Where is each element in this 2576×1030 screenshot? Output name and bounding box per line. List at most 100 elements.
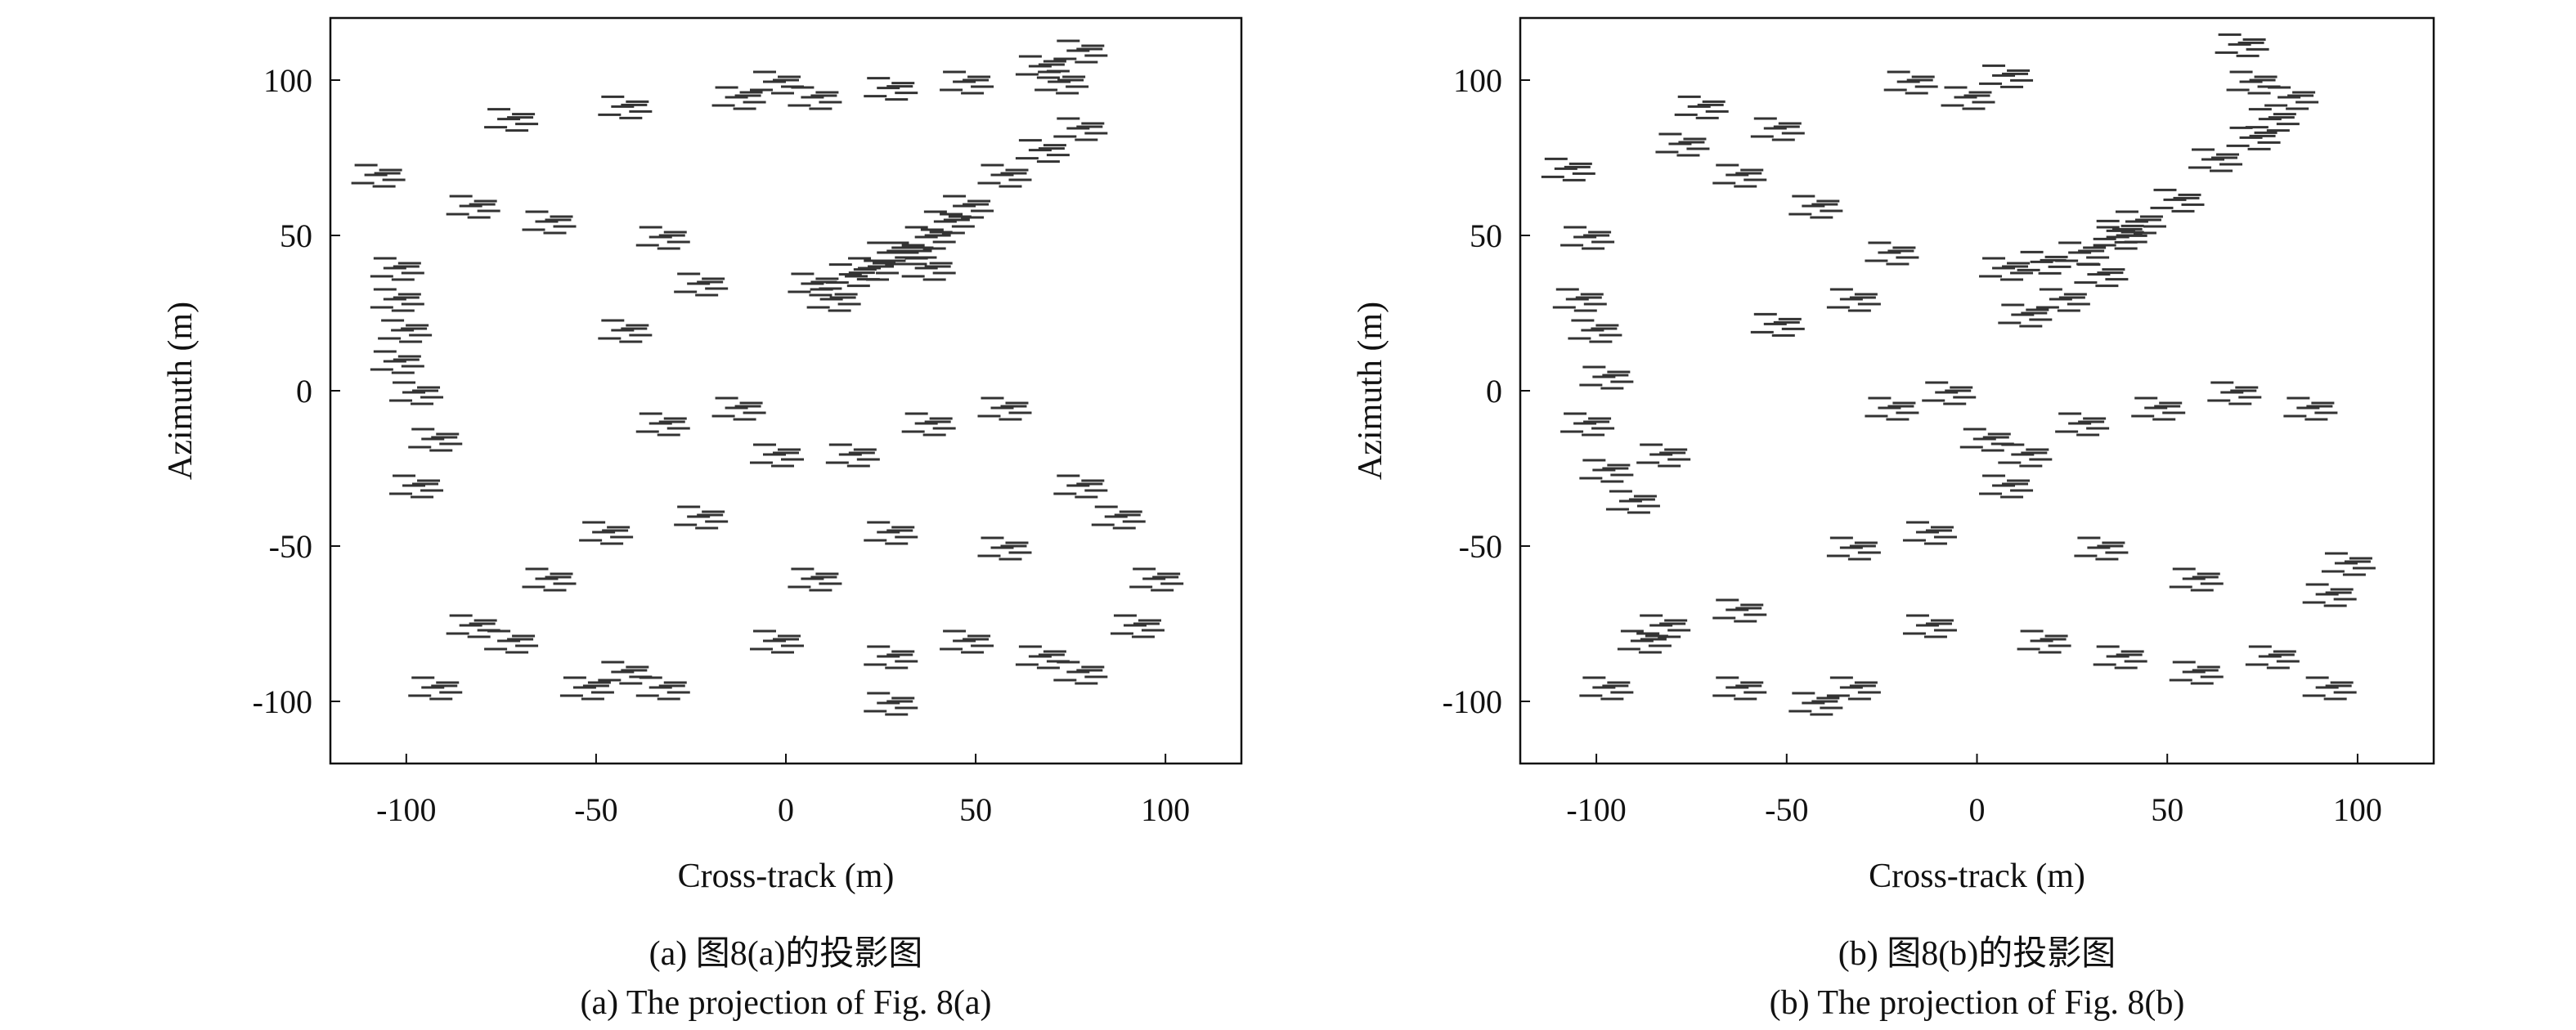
point-dash — [1979, 64, 2034, 88]
y-tick-label: -100 — [1443, 683, 1502, 720]
point-dash — [370, 288, 424, 312]
point-dash — [1674, 95, 1729, 119]
point-dash — [2264, 86, 2319, 110]
y-tick-label: -50 — [269, 528, 312, 565]
point-dash — [1826, 676, 1881, 701]
x-tick-label: 50 — [2151, 791, 2183, 828]
point-dash — [579, 521, 634, 545]
x-axis-label: Cross-track (m) — [1869, 858, 2085, 895]
x-axis-label: Cross-track (m) — [678, 858, 895, 895]
x-tick-label: 0 — [1969, 791, 1986, 828]
point-dash — [920, 210, 975, 235]
point-dash — [1712, 676, 1767, 701]
point-dash — [1129, 567, 1184, 592]
point-dash — [1579, 676, 1634, 701]
point-dash — [2055, 241, 2110, 266]
y-axis-label: Azimuth (m) — [162, 302, 200, 480]
point-dash — [635, 676, 690, 701]
point-dash — [1568, 319, 1622, 343]
point-dash — [825, 443, 880, 468]
point-dash — [1579, 365, 1634, 390]
point-dash — [1605, 490, 1660, 514]
point-dash — [750, 443, 804, 468]
point-dash — [864, 77, 918, 101]
caption: (b) 图8(b)的投影图 — [1838, 935, 2116, 973]
point-dash — [2302, 583, 2357, 607]
point-dash — [674, 505, 729, 530]
point-dash — [522, 210, 577, 235]
x-tick-label: 100 — [2333, 791, 2382, 828]
point-dash — [2226, 126, 2281, 150]
point-dash — [788, 86, 842, 110]
point-dash — [370, 257, 424, 281]
point-dash — [977, 163, 1032, 188]
point-dash — [1883, 70, 1938, 95]
point-dash — [1959, 428, 2014, 452]
x-tick-label: -50 — [574, 791, 617, 828]
y-axis-label: Azimuth (m) — [1352, 302, 1389, 480]
point-dash — [351, 163, 406, 188]
point-dash — [1617, 629, 1672, 654]
point-dash — [2169, 661, 2224, 685]
point-dash — [806, 288, 861, 312]
point-dash — [2283, 396, 2338, 421]
point-dash — [1655, 132, 1710, 157]
point-dash — [1560, 412, 1615, 437]
point-dash — [2074, 536, 2129, 561]
point-dash — [1750, 117, 1805, 141]
point-dash — [446, 614, 500, 638]
point-dash — [2017, 629, 2071, 654]
y-tick-label: 0 — [296, 373, 312, 410]
point-dash — [2226, 70, 2281, 95]
point-dash — [1552, 288, 1607, 312]
point-dash — [2245, 645, 2300, 670]
point-dash — [1034, 70, 1089, 95]
point-dash — [1636, 443, 1691, 468]
point-dash — [2321, 552, 2376, 576]
point-dash — [1902, 521, 1957, 545]
point-dash — [2302, 676, 2357, 701]
y-tick-label: 100 — [263, 62, 312, 99]
point-dash — [2017, 250, 2071, 275]
point-dash — [940, 195, 994, 219]
point-dash — [2169, 567, 2224, 592]
x-tick-label: -50 — [1765, 791, 1808, 828]
point-dash — [2035, 288, 2090, 312]
x-tick-label: -100 — [376, 791, 436, 828]
point-dash — [370, 350, 424, 374]
point-dash — [1750, 312, 1805, 337]
point-dash — [446, 195, 500, 219]
point-dash — [2093, 219, 2147, 244]
x-tick-label: 0 — [778, 791, 794, 828]
y-tick-label: 0 — [1486, 373, 1502, 410]
point-dash — [1053, 117, 1108, 141]
point-dash — [1788, 692, 1843, 716]
point-dash — [389, 474, 444, 499]
point-dash — [977, 536, 1032, 561]
point-dash — [1541, 157, 1595, 181]
y-tick-label: 50 — [1470, 217, 1502, 254]
point-dash — [788, 272, 842, 297]
point-dash — [1560, 226, 1615, 250]
point-dash — [674, 272, 729, 297]
point-dash — [378, 319, 433, 343]
point-dash — [940, 629, 994, 654]
point-dash — [2131, 396, 2186, 421]
caption: (b) The projection of Fig. 8(b) — [1770, 984, 2185, 1022]
point-dash — [1979, 257, 2034, 281]
y-tick-label: -50 — [1459, 528, 1502, 565]
point-dash — [1015, 645, 1070, 670]
point-dash — [1015, 139, 1070, 163]
point-dash — [484, 629, 539, 654]
point-dash — [1998, 443, 2053, 468]
point-dash — [2245, 108, 2300, 132]
point-dash — [1998, 303, 2053, 328]
point-dash — [1979, 474, 2034, 499]
point-dash — [2207, 381, 2262, 405]
point-dash — [1015, 55, 1070, 79]
point-dash — [598, 661, 653, 685]
point-dash — [1053, 474, 1108, 499]
point-dash — [1091, 505, 1146, 530]
